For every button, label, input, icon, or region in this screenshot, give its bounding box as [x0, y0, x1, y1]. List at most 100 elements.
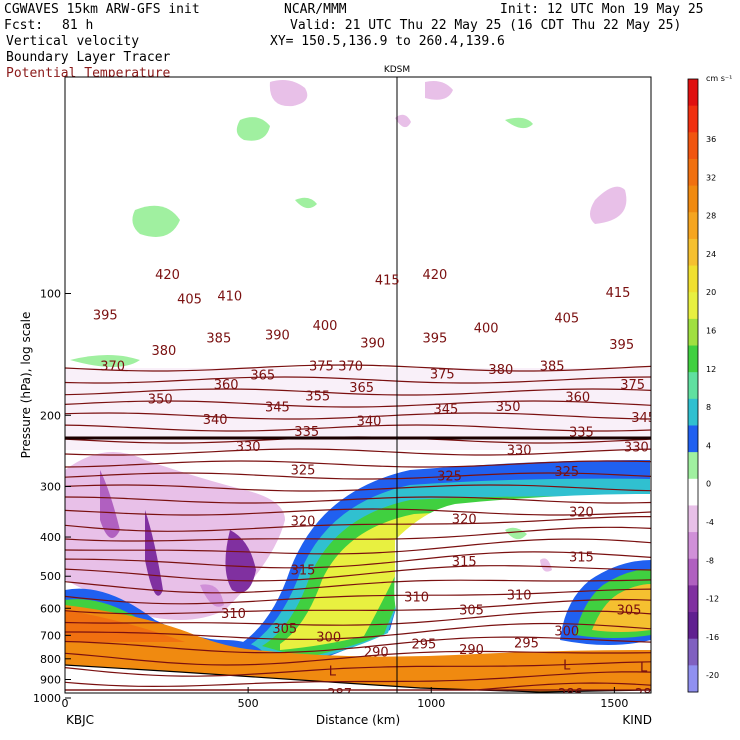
theta-label: 325	[291, 463, 316, 478]
theta-label: 365	[250, 368, 275, 383]
field-vertical-velocity: Vertical velocity	[6, 34, 140, 49]
theta-label: 325	[437, 470, 462, 485]
theta-label: 340	[203, 413, 228, 428]
colorbar-tick-label: -16	[706, 633, 719, 642]
pbl-low-marker: L	[563, 658, 571, 673]
theta-contour-line	[65, 588, 651, 605]
y-tick-label: 400	[40, 531, 61, 544]
station-left-label: KBJC	[66, 713, 94, 727]
theta-label: 335	[294, 425, 319, 440]
theta-label: 405	[554, 312, 579, 327]
theta-label: 295	[412, 638, 437, 653]
colorbar-swatch	[688, 372, 698, 400]
colorbar-tick-label: -20	[706, 671, 719, 680]
theta-label: 350	[148, 392, 173, 407]
theta-label: 400	[474, 322, 499, 337]
colorbar-tick-label: 12	[706, 365, 716, 374]
x-tick-label: 500	[238, 697, 259, 710]
colorbar-swatch	[688, 452, 698, 480]
theta-label: 310	[221, 607, 246, 622]
theta-label: 415	[375, 273, 400, 288]
theta-label: 395	[93, 309, 118, 324]
theta-label: 355	[305, 390, 330, 405]
theta-label: 390	[265, 329, 290, 344]
theta-label: 370	[338, 359, 363, 374]
theta-label: 380	[488, 363, 513, 378]
theta-label: 305	[617, 604, 642, 619]
theta-label: 315	[291, 563, 316, 578]
colorbar-swatch	[688, 505, 698, 533]
theta-contour-line	[65, 424, 651, 432]
theta-label: 330	[507, 443, 532, 458]
theta-label: 300	[316, 631, 341, 646]
theta-contour-line	[65, 579, 651, 594]
colorbar-tick-label: -8	[706, 556, 714, 565]
theta-label: 400	[313, 319, 338, 334]
station-right-label: KIND	[622, 713, 652, 727]
colorbar-swatch	[688, 612, 698, 640]
colorbar-swatch	[688, 79, 698, 107]
y-tick-label: 700	[40, 629, 61, 642]
theta-contour-line	[65, 551, 651, 569]
colorbar-swatch	[688, 478, 698, 506]
fcst-value: 81 h	[62, 18, 94, 33]
colorbar-swatch	[688, 105, 698, 133]
theta-contour-line	[65, 508, 651, 516]
colorbar-tick-label: 20	[706, 288, 716, 297]
theta-label: 365	[349, 381, 374, 396]
colorbar-swatch	[688, 665, 698, 693]
theta-contour-line	[65, 636, 651, 654]
y-tick-label: 500	[40, 570, 61, 583]
colorbar-swatch	[688, 318, 698, 347]
colorbar-tick-label: 16	[706, 327, 716, 336]
theta-label: 295	[514, 636, 539, 651]
theta-label: 395	[422, 331, 447, 346]
colorbar-swatch	[688, 238, 698, 267]
colorbar-swatch	[688, 425, 698, 453]
cross-section-xy: XY= 150.5,136.9 to 260.4,139.6	[270, 34, 505, 49]
theta-label: 385	[540, 359, 565, 374]
theta-contour-line	[65, 610, 651, 626]
init-time: Init: 12 UTC Mon 19 May 25	[500, 2, 704, 17]
colorbar-swatch	[688, 638, 698, 666]
y-tick-label: 100	[40, 288, 61, 301]
y-tick-label: 900	[40, 673, 61, 686]
theta-label: 330	[624, 441, 649, 456]
theta-label: 380	[151, 344, 176, 359]
colorbar-swatch	[688, 398, 698, 426]
theta-label: 300	[554, 624, 579, 639]
theta-label: 320	[291, 515, 316, 530]
theta-contour-line	[65, 412, 651, 420]
theta-label: 290	[364, 646, 389, 661]
theta-label: 410	[217, 289, 242, 304]
theta-label: 415	[606, 286, 631, 301]
colorbar-swatch	[688, 265, 698, 293]
station-mid-label: KDSM	[384, 65, 410, 75]
theta-label: 345	[631, 411, 656, 426]
theta-label: 350	[496, 400, 521, 415]
colorbar-tick-label: 4	[706, 441, 711, 450]
theta-contour-line	[65, 388, 651, 396]
field-boundary-layer-tracer: Boundary Layer Tracer	[6, 50, 171, 65]
theta-contour-line	[65, 661, 651, 677]
theta-label: 370	[100, 359, 125, 374]
colorbar-swatch	[688, 558, 698, 586]
theta-contour-line	[65, 364, 651, 372]
theta-label: 405	[177, 293, 202, 308]
theta-contour-line	[65, 598, 651, 615]
theta-contour-line	[65, 650, 651, 666]
x-tick-label: 1000	[417, 697, 445, 710]
pbl-low-marker: L	[329, 665, 337, 680]
theta-label: 375	[430, 367, 455, 382]
y-tick-label: 800	[40, 653, 61, 666]
colorbar-swatch	[688, 212, 698, 240]
colorbar-tick-label: 0	[706, 480, 711, 489]
fcst-label: Fcst:	[4, 18, 44, 33]
theta-contour-line	[65, 671, 651, 688]
theta-label: 395	[609, 338, 634, 353]
colorbar-tick-label: 8	[706, 403, 711, 412]
colorbar-unit: cm s⁻¹	[706, 74, 732, 83]
colorbar-frame	[687, 78, 699, 693]
theta-contour-line	[65, 622, 651, 641]
theta-label: 287	[327, 687, 352, 702]
